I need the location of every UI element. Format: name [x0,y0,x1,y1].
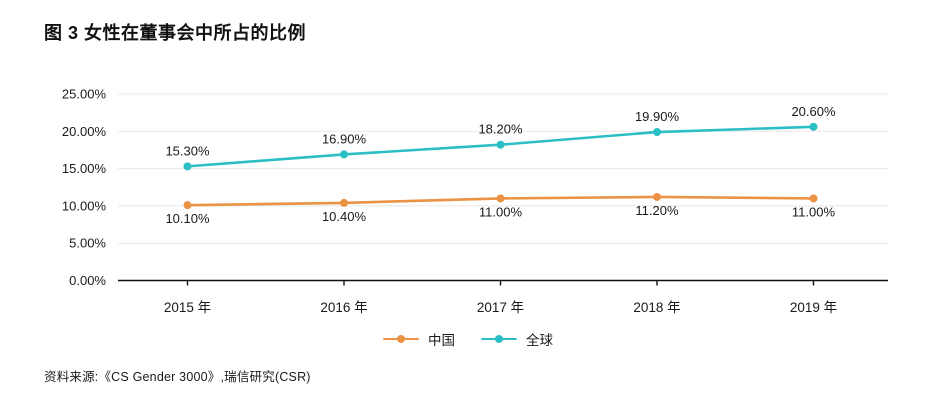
data-label-global: 15.30% [165,143,210,158]
data-point-china [340,198,348,207]
data-point-china [809,194,818,203]
legend-marker-china-icon [383,335,419,343]
legend-marker-global-icon [481,335,517,343]
data-label-china: 10.40% [322,209,367,224]
data-label-china: 10.10% [165,211,210,226]
data-point-china [183,201,192,210]
data-point-global [496,140,505,149]
y-axis-tick-label: 0.00% [69,273,106,288]
data-label-china: 11.20% [635,203,679,218]
y-axis-tick-label: 5.00% [69,236,106,251]
legend-dot-icon [495,335,503,343]
y-axis-tick-label: 25.00% [62,87,107,102]
data-label-china: 11.00% [479,204,523,219]
x-axis-tick-label: 2017 年 [477,300,524,315]
source-note: 资料来源:《CS Gender 3000》,瑞信研究(CSR) [44,370,311,384]
chart-title: 图 3 女性在董事会中所占的比例 [44,23,307,43]
x-axis-tick-label: 2019 年 [790,300,837,315]
data-label-global: 16.90% [322,131,367,146]
data-point-china [653,192,661,201]
legend-label-china: 中国 [428,333,455,348]
data-point-china [496,194,505,203]
y-axis-tick-label: 10.00% [62,198,107,213]
data-point-global [340,150,348,159]
data-label-global: 19.90% [635,109,680,124]
data-label-global: 20.60% [791,104,836,119]
legend-label-global: 全球 [526,333,553,348]
x-axis-tick-label: 2016 年 [320,300,367,315]
data-label-china: 11.00% [792,204,836,219]
data-label-global: 18.20% [478,122,523,137]
y-axis-tick-label: 15.00% [62,161,107,176]
data-point-global [183,162,192,171]
x-axis-tick-label: 2015 年 [164,300,211,315]
legend: 中国 全球 [0,329,936,349]
y-axis-tick-label: 20.00% [62,124,107,139]
legend-dot-icon [397,335,405,343]
data-point-global [653,128,661,137]
data-point-global [809,122,818,131]
legend-item-global: 全球 [481,329,553,349]
x-axis-tick-label: 2018 年 [633,300,680,315]
legend-item-china: 中国 [383,329,455,349]
